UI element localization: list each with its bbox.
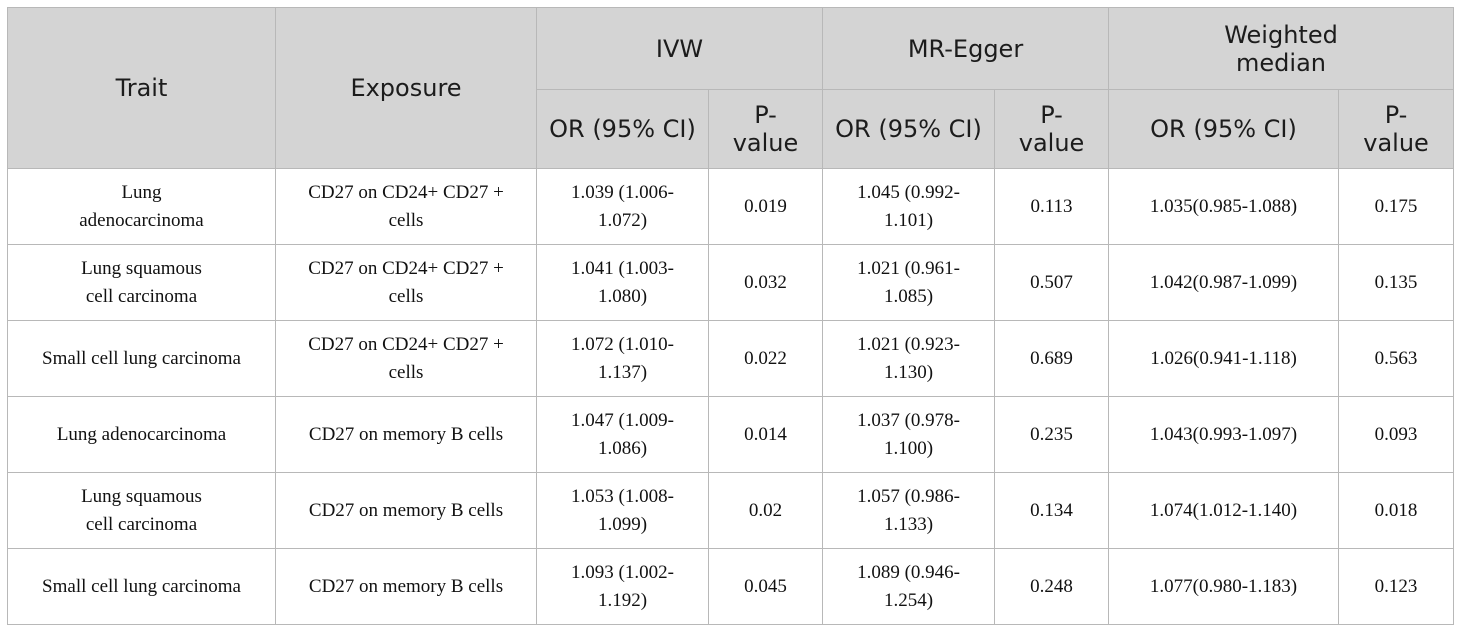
header-exposure: Exposure bbox=[275, 7, 537, 169]
cell-egger-or: 1.021 (0.923-1.130) bbox=[822, 320, 996, 397]
cell-trait: Lung squamous cell carcinoma bbox=[7, 472, 276, 549]
cell-ivw-p: 0.022 bbox=[707, 320, 824, 397]
cell-ivw-or: 1.047 (1.009-1.086) bbox=[536, 396, 709, 473]
cell-ivw-p: 0.045 bbox=[707, 548, 824, 625]
header-ivw-p: P-value bbox=[707, 89, 824, 169]
header-ivw-p-label: P-value bbox=[732, 101, 799, 157]
cell-trait: Small cell lung carcinoma bbox=[7, 548, 276, 625]
header-ivw: IVW bbox=[535, 7, 824, 90]
cell-ivw-or: 1.053 (1.008-1.099) bbox=[536, 472, 709, 549]
cell-egger-p: 0.689 bbox=[994, 320, 1110, 397]
cell-ivw-or-label: 1.039 (1.006-1.072) bbox=[571, 181, 674, 231]
cell-ivw-or-label: 1.072 (1.010-1.137) bbox=[571, 333, 674, 383]
cell-ivw-or-label: 1.041 (1.003-1.080) bbox=[571, 257, 674, 307]
cell-wm-or: 1.077(0.980-1.183) bbox=[1108, 548, 1340, 625]
cell-ivw-or-label: 1.053 (1.008-1.099) bbox=[571, 485, 674, 535]
cell-ivw-or-label: 1.093 (1.002-1.192) bbox=[571, 561, 674, 611]
cell-wm-or: 1.042(0.987-1.099) bbox=[1108, 244, 1340, 321]
header-ivw-or: OR (95% CI) bbox=[536, 89, 709, 169]
cell-ivw-p: 0.02 bbox=[707, 472, 824, 549]
table-row: Small cell lung carcinoma CD27 on CD24+ … bbox=[7, 320, 1455, 397]
header-row-stats: OR (95% CI) P-value OR (95% CI) P-value … bbox=[8, 89, 1455, 169]
table-row: Lung squamous cell carcinoma CD27 on mem… bbox=[7, 472, 1455, 549]
cell-egger-or-label: 1.045 (0.992-1.101) bbox=[857, 181, 960, 231]
table-header: Trait Exposure IVW MR-Egger Weighted med… bbox=[7, 7, 1455, 169]
table-body: Lung adenocarcinoma CD27 on CD24+ CD27 +… bbox=[7, 168, 1455, 625]
cell-exposure: CD27 on CD24+ CD27 + cells bbox=[275, 168, 537, 245]
cell-egger-or: 1.057 (0.986-1.133) bbox=[822, 472, 996, 549]
cell-egger-or-label: 1.089 (0.946-1.254) bbox=[857, 561, 960, 611]
cell-wm-p: 0.563 bbox=[1338, 320, 1455, 397]
cell-wm-p: 0.175 bbox=[1338, 168, 1455, 245]
header-egger-p-label: P-value bbox=[1018, 101, 1085, 157]
cell-egger-or: 1.089 (0.946-1.254) bbox=[822, 548, 996, 625]
cell-trait: Lung adenocarcinoma bbox=[7, 396, 276, 473]
header-row-methods: Trait Exposure IVW MR-Egger Weighted med… bbox=[7, 7, 1455, 169]
cell-wm-p: 0.123 bbox=[1338, 548, 1455, 625]
cell-wm-or: 1.043(0.993-1.097) bbox=[1108, 396, 1340, 473]
cell-trait: Lung squamous cell carcinoma bbox=[7, 244, 276, 321]
cell-ivw-or: 1.041 (1.003-1.080) bbox=[536, 244, 709, 321]
cell-wm-p: 0.093 bbox=[1338, 396, 1455, 473]
cell-trait-label: Small cell lung carcinoma bbox=[42, 347, 241, 369]
cell-wm-or: 1.074(1.012-1.140) bbox=[1108, 472, 1340, 549]
cell-exposure: CD27 on CD24+ CD27 + cells bbox=[275, 320, 537, 397]
table-row: Lung adenocarcinoma CD27 on CD24+ CD27 +… bbox=[7, 168, 1455, 245]
cell-exposure: CD27 on memory B cells bbox=[275, 472, 537, 549]
cell-ivw-or: 1.072 (1.010-1.137) bbox=[536, 320, 709, 397]
cell-wm-or: 1.035(0.985-1.088) bbox=[1108, 168, 1340, 245]
cell-ivw-p: 0.019 bbox=[707, 168, 824, 245]
cell-egger-or-label: 1.021 (0.923-1.130) bbox=[857, 333, 960, 383]
header-weighted-median: Weighted median bbox=[1108, 7, 1455, 90]
header-egger-p: P-value bbox=[994, 89, 1110, 169]
cell-exposure: CD27 on memory B cells bbox=[275, 548, 537, 625]
cell-trait: Small cell lung carcinoma bbox=[7, 320, 276, 397]
cell-exposure: CD27 on memory B cells bbox=[275, 396, 537, 473]
cell-trait-label: Lung squamous cell carcinoma bbox=[81, 485, 202, 535]
header-wm-p: P-value bbox=[1338, 89, 1455, 169]
cell-egger-p: 0.113 bbox=[994, 168, 1110, 245]
cell-egger-p: 0.235 bbox=[994, 396, 1110, 473]
cell-exposure-label: CD27 on CD24+ CD27 + cells bbox=[308, 181, 504, 231]
cell-egger-or-label: 1.057 (0.986-1.133) bbox=[857, 485, 960, 535]
cell-wm-p: 0.135 bbox=[1338, 244, 1455, 321]
header-trait: Trait bbox=[7, 7, 276, 169]
cell-trait-label: Lung adenocarcinoma bbox=[56, 423, 227, 445]
cell-ivw-p: 0.014 bbox=[707, 396, 824, 473]
cell-egger-or: 1.021 (0.961-1.085) bbox=[822, 244, 996, 321]
cell-ivw-p: 0.032 bbox=[707, 244, 824, 321]
cell-exposure-label: CD27 on memory B cells bbox=[308, 423, 504, 445]
cell-trait-label: Small cell lung carcinoma bbox=[42, 575, 241, 597]
cell-exposure-label: CD27 on memory B cells bbox=[308, 499, 504, 521]
cell-wm-p: 0.018 bbox=[1338, 472, 1455, 549]
cell-exposure-label: CD27 on CD24+ CD27 + cells bbox=[308, 333, 504, 383]
cell-exposure: CD27 on CD24+ CD27 + cells bbox=[275, 244, 537, 321]
cell-exposure-label: CD27 on CD24+ CD27 + cells bbox=[308, 257, 504, 307]
header-wm-or: OR (95% CI) bbox=[1108, 89, 1340, 169]
cell-egger-or-label: 1.021 (0.961-1.085) bbox=[857, 257, 960, 307]
cell-ivw-or: 1.039 (1.006-1.072) bbox=[536, 168, 709, 245]
cell-ivw-or: 1.093 (1.002-1.192) bbox=[536, 548, 709, 625]
cell-trait-label: Lung adenocarcinoma bbox=[79, 181, 204, 231]
cell-wm-or: 1.026(0.941-1.118) bbox=[1108, 320, 1340, 397]
cell-exposure-label: CD27 on memory B cells bbox=[308, 575, 504, 597]
cell-egger-p: 0.248 bbox=[994, 548, 1110, 625]
header-wm-p-label: P-value bbox=[1363, 101, 1429, 157]
table-row: Small cell lung carcinoma CD27 on memory… bbox=[7, 548, 1455, 625]
mr-results-table: Trait Exposure IVW MR-Egger Weighted med… bbox=[7, 7, 1455, 625]
cell-trait-label: Lung squamous cell carcinoma bbox=[81, 257, 202, 307]
cell-ivw-or-label: 1.047 (1.009-1.086) bbox=[571, 409, 674, 459]
cell-egger-or: 1.045 (0.992-1.101) bbox=[822, 168, 996, 245]
table-row: Lung adenocarcinoma CD27 on memory B cel… bbox=[7, 396, 1455, 473]
header-mr-egger: MR-Egger bbox=[822, 7, 1110, 90]
cell-egger-p: 0.134 bbox=[994, 472, 1110, 549]
cell-trait: Lung adenocarcinoma bbox=[7, 168, 276, 245]
table-row: Lung squamous cell carcinoma CD27 on CD2… bbox=[7, 244, 1455, 321]
cell-egger-or: 1.037 (0.978-1.100) bbox=[822, 396, 996, 473]
cell-egger-or-label: 1.037 (0.978-1.100) bbox=[857, 409, 960, 459]
header-weighted-median-label: Weighted median bbox=[1224, 20, 1338, 77]
header-egger-or: OR (95% CI) bbox=[822, 89, 996, 169]
cell-egger-p: 0.507 bbox=[994, 244, 1110, 321]
